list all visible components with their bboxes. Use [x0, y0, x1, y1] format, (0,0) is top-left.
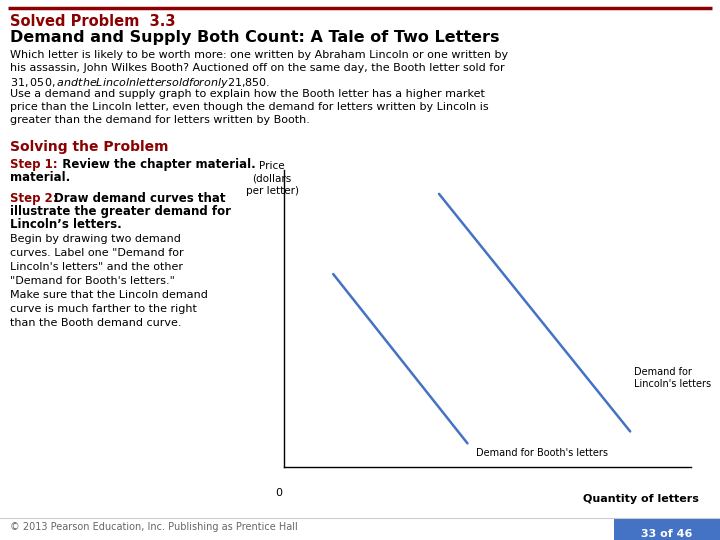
Text: 0: 0	[275, 488, 282, 498]
Text: Solved Problem  3.3: Solved Problem 3.3	[10, 14, 176, 29]
Text: Review the chapter material.: Review the chapter material.	[54, 158, 256, 171]
Text: material.: material.	[10, 171, 71, 184]
Text: Draw demand curves that: Draw demand curves that	[54, 192, 225, 205]
Text: Use a demand and supply graph to explain how the Booth letter has a higher marke: Use a demand and supply graph to explain…	[10, 89, 485, 99]
Text: Begin by drawing two demand: Begin by drawing two demand	[10, 234, 181, 244]
Text: $31,050, and the Lincoln letter sold for only $21,850.: $31,050, and the Lincoln letter sold for…	[10, 76, 270, 90]
Text: Demand for Booth's letters: Demand for Booth's letters	[476, 448, 608, 458]
Text: Lincoln's letters" and the other: Lincoln's letters" and the other	[10, 262, 183, 272]
Text: Quantity of letters: Quantity of letters	[583, 494, 699, 504]
Text: price than the Lincoln letter, even though the demand for letters written by Lin: price than the Lincoln letter, even thou…	[10, 102, 489, 112]
Text: 33 of 46: 33 of 46	[642, 529, 693, 539]
Text: Demand and Supply Both Count: A Tale of Two Letters: Demand and Supply Both Count: A Tale of …	[10, 30, 500, 45]
Text: Price
(dollars
per letter): Price (dollars per letter)	[246, 161, 299, 196]
Text: Step 2:: Step 2:	[10, 192, 58, 205]
Text: Make sure that the Lincoln demand: Make sure that the Lincoln demand	[10, 290, 208, 300]
Text: illustrate the greater demand for: illustrate the greater demand for	[10, 205, 231, 218]
Text: © 2013 Pearson Education, Inc. Publishing as Prentice Hall: © 2013 Pearson Education, Inc. Publishin…	[10, 522, 298, 532]
Text: than the Booth demand curve.: than the Booth demand curve.	[10, 318, 181, 328]
Text: Which letter is likely to be worth more: one written by Abraham Lincoln or one w: Which letter is likely to be worth more:…	[10, 50, 508, 60]
Text: Step 1:: Step 1:	[10, 158, 58, 171]
Text: greater than the demand for letters written by Booth.: greater than the demand for letters writ…	[10, 115, 310, 125]
Text: his assassin, John Wilkes Booth? Auctioned off on the same day, the Booth letter: his assassin, John Wilkes Booth? Auction…	[10, 63, 505, 73]
Text: Lincoln’s letters.: Lincoln’s letters.	[10, 218, 122, 231]
Text: Demand for
Lincoln's letters: Demand for Lincoln's letters	[634, 367, 711, 389]
Text: curve is much farther to the right: curve is much farther to the right	[10, 304, 197, 314]
Text: Solving the Problem: Solving the Problem	[10, 140, 168, 154]
FancyBboxPatch shape	[614, 518, 720, 540]
Text: "Demand for Booth's letters.": "Demand for Booth's letters."	[10, 276, 175, 286]
Text: curves. Label one "Demand for: curves. Label one "Demand for	[10, 248, 184, 258]
